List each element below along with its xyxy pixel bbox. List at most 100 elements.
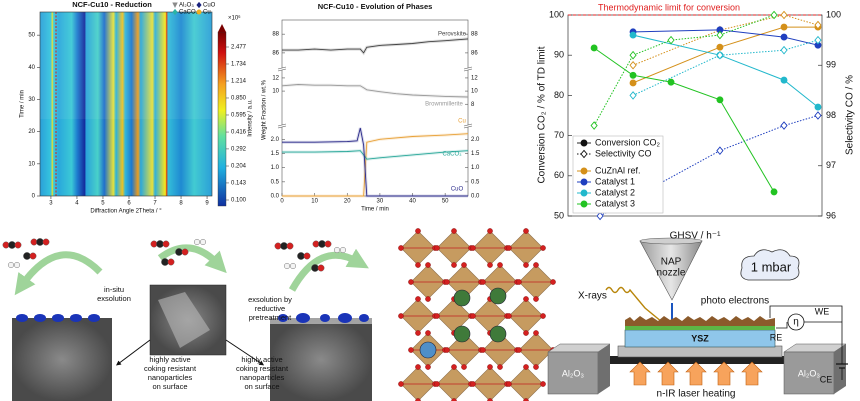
oxygen-atom bbox=[497, 364, 502, 369]
colorbar-tick-label: 0.595 bbox=[231, 113, 247, 119]
oxygen-atom bbox=[451, 262, 456, 267]
result-label: highly active bbox=[149, 355, 190, 364]
oxygen-atom bbox=[533, 296, 538, 301]
marker bbox=[581, 201, 587, 207]
y-axis-label: Conversion CO₂ / % of TD limit bbox=[537, 46, 548, 183]
legend-label: CuO bbox=[203, 3, 216, 9]
nanoparticles bbox=[88, 314, 100, 322]
atom bbox=[194, 239, 200, 245]
electrode-label: WE bbox=[815, 306, 830, 316]
oxygen-atom bbox=[523, 262, 528, 267]
molecule bbox=[311, 264, 324, 271]
y2-tick-label: 86 bbox=[471, 50, 478, 56]
oxygen-atom bbox=[540, 313, 545, 318]
oxygen-atom bbox=[516, 347, 521, 352]
molecule bbox=[284, 263, 296, 269]
electrolyte-label: YSZ bbox=[691, 333, 709, 343]
result-label: nanoparticles bbox=[240, 373, 285, 382]
electrode-label: RE bbox=[770, 332, 783, 342]
marker bbox=[630, 72, 636, 78]
oxygen-atom bbox=[425, 330, 430, 335]
y-tick-label: 50 bbox=[28, 33, 35, 39]
laser-arrows bbox=[714, 362, 734, 385]
nanoparticles bbox=[320, 314, 330, 322]
series-line bbox=[594, 15, 774, 126]
arrow-label: in-situ bbox=[104, 285, 124, 294]
marker bbox=[781, 24, 787, 30]
sample-holder bbox=[618, 346, 782, 357]
marker bbox=[668, 37, 674, 44]
oxygen-atom bbox=[398, 381, 403, 386]
atom bbox=[161, 258, 168, 265]
result-label: on surface bbox=[152, 382, 187, 391]
oxygen-atom bbox=[523, 296, 528, 301]
legend-label: CuZnAl ref. bbox=[595, 165, 641, 175]
y2-tick-label: 12 bbox=[471, 76, 478, 82]
a-site-atom bbox=[420, 342, 436, 358]
marker bbox=[781, 34, 787, 40]
process-arrow bbox=[118, 340, 150, 364]
crystal-structure bbox=[398, 228, 555, 401]
marker bbox=[581, 168, 587, 174]
y2-tick-label: 0.0 bbox=[471, 194, 480, 200]
y-tick-label: 12 bbox=[272, 76, 279, 82]
colorbar-tick-label: 0.850 bbox=[231, 96, 247, 102]
series-label: Brownmillerite bbox=[425, 102, 463, 108]
y-tick-label: 100 bbox=[549, 9, 564, 19]
y-tick-label: 10 bbox=[272, 89, 279, 95]
xray-label: X-rays bbox=[578, 291, 607, 302]
x-tick-label: 3 bbox=[49, 201, 53, 207]
atom bbox=[297, 252, 304, 259]
marker bbox=[581, 140, 587, 146]
reaction-arrow bbox=[292, 255, 358, 290]
atom bbox=[200, 239, 206, 245]
chart-title: NCF-Cu10 - Reduction bbox=[72, 0, 152, 9]
marker bbox=[771, 189, 777, 195]
marker bbox=[717, 97, 723, 103]
marker bbox=[591, 122, 597, 129]
molecule bbox=[297, 252, 310, 259]
oxygen-atom bbox=[540, 245, 545, 250]
marker bbox=[197, 3, 201, 8]
marker bbox=[597, 212, 603, 219]
chart-title: NCF-Cu10 - Evolution of Phases bbox=[318, 2, 433, 11]
y2-tick-label: 8 bbox=[471, 102, 475, 108]
y2-tick-label: 2.0 bbox=[471, 137, 480, 143]
marker bbox=[630, 52, 636, 59]
arrow-label: exsolution bbox=[97, 294, 131, 303]
atom bbox=[340, 247, 346, 253]
support-label: Al₂O₃ bbox=[798, 368, 820, 378]
atom bbox=[15, 242, 21, 248]
molecule bbox=[313, 240, 331, 247]
y-tick-label: 80 bbox=[554, 90, 564, 100]
atom bbox=[290, 263, 296, 269]
y-tick-label: 88 bbox=[272, 32, 279, 38]
y-tick-label: 60 bbox=[554, 170, 564, 180]
nozzle-label: NAP bbox=[661, 257, 682, 268]
oxygen-atom bbox=[497, 262, 502, 267]
atom bbox=[23, 252, 30, 259]
oxygen-atom bbox=[506, 381, 511, 386]
nanoparticles bbox=[70, 314, 82, 322]
oxygen-atom bbox=[408, 279, 413, 284]
nanoparticles bbox=[359, 314, 369, 322]
atom bbox=[280, 242, 287, 249]
y-axis-label: Weight Fraction / wt.% bbox=[262, 79, 268, 140]
oxygen-atom bbox=[533, 262, 538, 267]
x-axis-label: Time / min bbox=[361, 207, 389, 213]
a-site-atom bbox=[490, 288, 506, 304]
figure: in-situ exsolution exsolution by reducti… bbox=[0, 0, 860, 401]
oxygen-atom bbox=[425, 262, 430, 267]
atom bbox=[318, 240, 325, 247]
oxygen-atom bbox=[523, 364, 528, 369]
oxygen-atom bbox=[523, 330, 528, 335]
x-tick-label: 8 bbox=[179, 201, 183, 207]
page: {"chart_data":[ {"type":"heatmap","title… bbox=[0, 0, 860, 401]
y-tick-label: 40 bbox=[28, 65, 35, 71]
x-tick-label: 20 bbox=[344, 199, 351, 205]
y2-tick-label: 99 bbox=[826, 60, 836, 70]
colorbar-tick-label: 0.292 bbox=[231, 146, 247, 152]
y-tick-label: 2.0 bbox=[271, 137, 280, 143]
wire bbox=[776, 322, 787, 328]
oxygen-atom bbox=[480, 279, 485, 284]
